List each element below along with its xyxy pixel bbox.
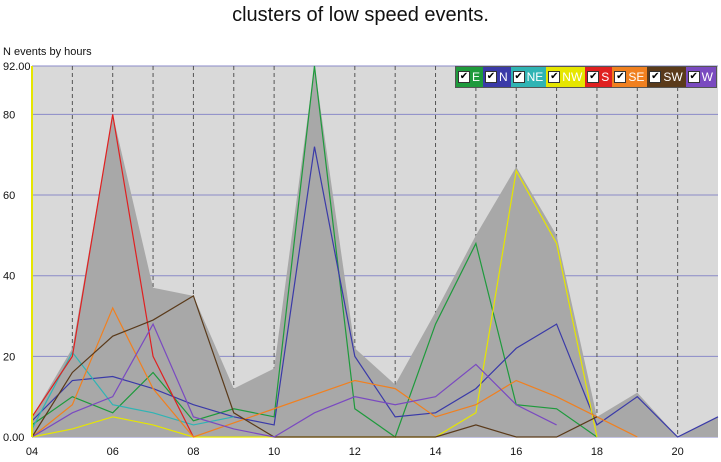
legend-item-sw[interactable]: ✔ SW [647,67,686,87]
y-tick-label: 92.00 [3,61,31,73]
legend-label: W [701,70,713,84]
total-area-layer [32,66,718,437]
legend-checkbox[interactable]: ✔ [587,71,600,83]
legend-checkbox[interactable]: ✔ [484,71,497,83]
legend-label: S [601,70,610,84]
x-tick-label: 20 [672,446,684,458]
legend-label: N [498,70,508,84]
legend-item-ne[interactable]: ✔ NE [510,67,547,87]
legend-label: NW [562,70,583,84]
x-tick-label: 06 [107,446,119,458]
series-line-sw [31,294,598,438]
series-lines [31,65,719,438]
series-line-w [31,322,557,438]
legend: ✔ E ✔ N ✔ NE ✔ NW ✔ S ✔ SE ✔ SW ✔ W [454,66,717,88]
legend-item-nw[interactable]: ✔ NW [546,67,586,87]
legend-label: SW [663,70,683,84]
total-area [32,66,718,437]
y-tick-label: 0.00 [3,432,24,444]
legend-checkbox[interactable]: ✔ [548,71,561,83]
y-tick-label: 60 [3,190,15,202]
legend-item-n[interactable]: ✔ N [482,67,511,87]
y-tick-label: 20 [3,351,15,363]
legend-label: NE [526,70,544,84]
x-tick-label: 10 [268,446,280,458]
x-tick-label: 16 [510,446,522,458]
legend-checkbox[interactable]: ✔ [457,71,470,83]
legend-label: E [471,70,480,84]
legend-checkbox[interactable]: ✔ [649,71,662,83]
legend-label: SE [628,70,645,84]
y-tick-label: 40 [3,271,15,283]
series-line-se [31,306,638,438]
series-line-ne [31,351,234,430]
legend-item-s[interactable]: ✔ S [585,67,613,87]
series-line-e [31,65,598,438]
x-tick-label: 18 [591,446,603,458]
chart-caption: clusters of low speed events. [232,4,489,26]
x-tick-label: 12 [349,446,361,458]
x-tick-label: 14 [429,446,441,458]
y-axis-label: N events by hours [3,46,92,58]
legend-checkbox[interactable]: ✔ [512,71,525,83]
y-tick-label: 80 [3,109,15,121]
legend-item-w[interactable]: ✔ W [685,67,716,87]
series-line-s [31,114,194,438]
legend-item-e[interactable]: ✔ E [455,67,483,87]
legend-checkbox[interactable]: ✔ [614,71,627,83]
legend-checkbox[interactable]: ✔ [687,71,700,83]
legend-item-se[interactable]: ✔ SE [612,67,648,87]
x-tick-label: 08 [187,446,199,458]
x-tick-label: 04 [26,446,38,458]
